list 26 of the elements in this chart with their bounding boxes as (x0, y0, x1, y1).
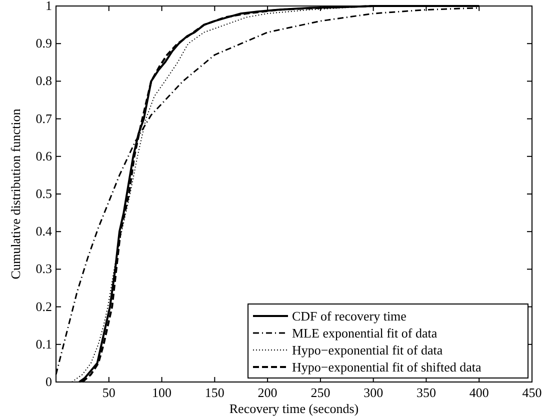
y-tick-label: 0 (46, 374, 52, 389)
x-tick-label: 250 (310, 385, 330, 400)
legend-label: Hypo−exponential fit of shifted data (292, 360, 482, 374)
y-axis-title: Cumulative distribution function (8, 108, 23, 280)
x-tick-label: 200 (258, 385, 278, 400)
x-tick-label: 400 (469, 385, 489, 400)
y-tick-label: 0.9 (36, 36, 52, 51)
y-tick-label: 0.5 (36, 186, 52, 201)
y-tick-label: 1 (46, 0, 52, 13)
x-tick-label: 300 (364, 385, 384, 400)
y-tick-label: 0.6 (36, 148, 52, 164)
y-tick-label: 0.7 (36, 110, 52, 126)
x-tick-label: 50 (102, 385, 116, 400)
y-tick-label: 0.1 (36, 336, 52, 352)
y-tick-label: 0.4 (36, 224, 52, 239)
x-axis-title: Recovery time (seconds) (229, 401, 359, 416)
legend-label: CDF of recovery time (292, 308, 407, 324)
legend-label: MLE exponential fit of data (292, 326, 438, 340)
x-tick-label: 450 (522, 385, 542, 400)
y-tick-label: 0.3 (36, 261, 52, 276)
y-tick-label: 0.8 (36, 73, 52, 88)
x-tick-label: 350 (416, 385, 436, 400)
x-tick-label: 150 (204, 385, 224, 400)
x-tick-label: 100 (152, 385, 172, 400)
legend-label: Hypo−exponential fit of data (292, 342, 443, 358)
y-tick-label: 0.2 (36, 298, 52, 314)
